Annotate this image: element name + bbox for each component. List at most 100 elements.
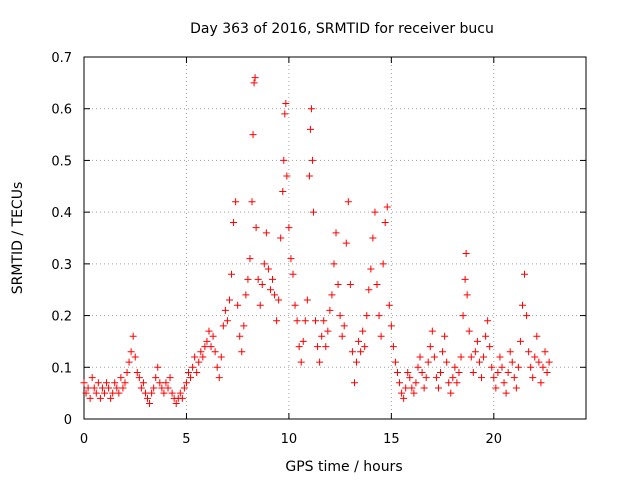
data-point xyxy=(168,389,176,397)
data-point xyxy=(82,389,90,397)
data-point xyxy=(199,353,207,361)
data-point xyxy=(525,348,533,356)
data-point xyxy=(260,260,268,268)
data-point xyxy=(144,394,152,402)
x-tick-label: 10 xyxy=(281,432,298,447)
data-point xyxy=(215,374,223,382)
data-point xyxy=(285,224,293,232)
plot-frame xyxy=(83,56,587,420)
data-point xyxy=(348,348,356,356)
data-point xyxy=(249,131,257,139)
data-point xyxy=(127,348,135,356)
data-point xyxy=(402,384,410,392)
data-point xyxy=(187,374,195,382)
data-point xyxy=(377,332,385,340)
data-point xyxy=(393,368,401,376)
data-point xyxy=(531,353,539,361)
data-point xyxy=(529,374,537,382)
data-point xyxy=(338,332,346,340)
data-point xyxy=(289,270,297,278)
data-point xyxy=(193,368,201,376)
data-point xyxy=(512,384,520,392)
data-point xyxy=(447,389,455,397)
data-point xyxy=(123,368,131,376)
data-point xyxy=(264,265,272,273)
data-point xyxy=(125,358,133,366)
data-point xyxy=(541,348,549,356)
data-point xyxy=(158,384,166,392)
data-point xyxy=(385,301,393,309)
data-point xyxy=(184,368,192,376)
data-point xyxy=(154,363,162,371)
data-point xyxy=(445,379,453,387)
data-point xyxy=(459,312,467,320)
data-point xyxy=(408,384,416,392)
data-point xyxy=(148,389,156,397)
data-point xyxy=(90,384,98,392)
data-point xyxy=(545,358,553,366)
data-point xyxy=(414,363,422,371)
data-point xyxy=(271,291,279,299)
y-axis-label: SRMTID / TECUs xyxy=(10,182,26,295)
data-point xyxy=(301,317,309,325)
data-point xyxy=(223,317,231,325)
data-point xyxy=(258,281,266,289)
data-point xyxy=(428,327,436,335)
data-point xyxy=(280,156,288,164)
data-point xyxy=(389,343,397,351)
data-point xyxy=(455,368,463,376)
data-point xyxy=(432,374,440,382)
data-point xyxy=(244,275,252,283)
x-axis-label: GPS time / hours xyxy=(285,459,402,475)
data-point xyxy=(367,265,375,273)
data-point xyxy=(543,368,551,376)
data-point xyxy=(439,348,447,356)
data-point xyxy=(150,384,158,392)
data-point xyxy=(510,374,518,382)
data-point xyxy=(398,389,406,397)
data-point xyxy=(133,368,141,376)
data-point xyxy=(80,379,88,387)
data-point xyxy=(230,218,238,226)
data-point xyxy=(373,281,381,289)
data-point xyxy=(488,363,496,371)
data-point xyxy=(467,353,475,361)
data-point xyxy=(324,327,332,335)
data-point xyxy=(453,379,461,387)
data-point xyxy=(387,322,395,330)
data-point xyxy=(514,363,522,371)
data-point xyxy=(299,337,307,345)
data-point xyxy=(242,291,250,299)
data-point xyxy=(308,156,316,164)
data-point xyxy=(314,343,322,351)
data-point xyxy=(340,322,348,330)
data-point xyxy=(326,306,334,314)
data-point xyxy=(416,353,424,361)
data-point xyxy=(486,343,494,351)
data-point xyxy=(482,332,490,340)
data-point xyxy=(465,327,473,335)
x-tick-label: 5 xyxy=(182,432,190,447)
data-point xyxy=(219,322,227,330)
data-point xyxy=(266,286,274,294)
data-point xyxy=(113,384,121,392)
data-point xyxy=(277,234,285,242)
data-point xyxy=(309,208,317,216)
data-point xyxy=(422,374,430,382)
data-point xyxy=(353,358,361,366)
data-point xyxy=(312,317,320,325)
data-point xyxy=(232,198,240,206)
data-point xyxy=(203,337,211,345)
data-point xyxy=(344,198,352,206)
x-tick-label: 20 xyxy=(486,432,503,447)
data-point xyxy=(96,394,104,402)
data-point xyxy=(269,275,277,283)
data-point xyxy=(250,79,258,87)
data-point xyxy=(291,301,299,309)
data-point xyxy=(88,374,96,382)
data-point xyxy=(469,368,477,376)
data-point xyxy=(346,281,354,289)
data-point xyxy=(282,100,290,108)
data-point xyxy=(316,358,324,366)
data-point xyxy=(131,353,139,361)
